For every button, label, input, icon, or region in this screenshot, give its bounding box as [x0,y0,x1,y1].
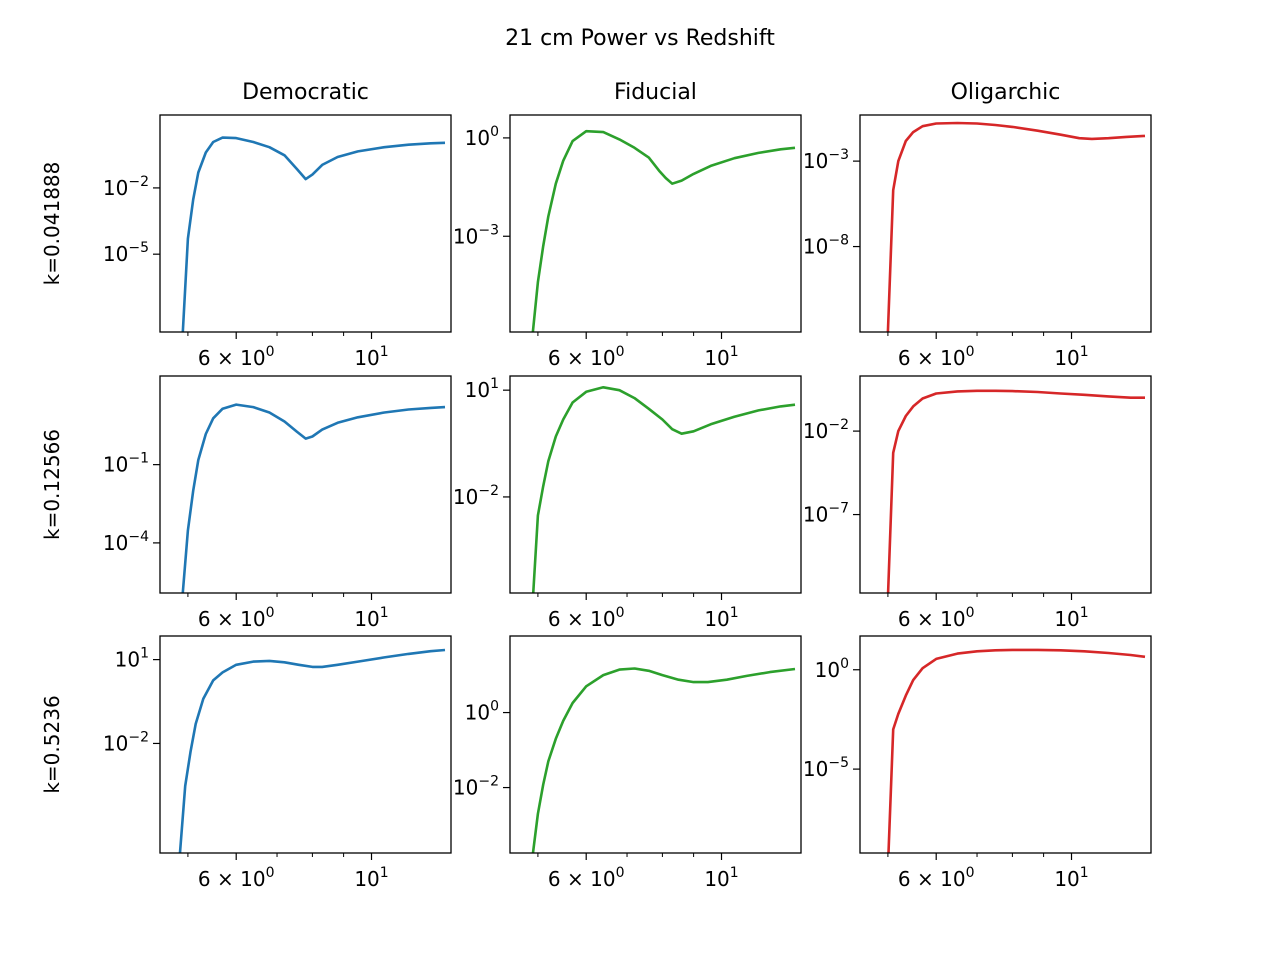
x-tick-label: 6 × 100 [898,605,975,631]
chart-panel: 6 × 100 101 10−3 10−8 [803,114,1152,370]
chart-panel: 6 × 100 101 101 10−2 [103,635,452,891]
column-title: Fiducial [614,80,697,105]
x-tick-label: 6 × 100 [548,605,625,631]
chart-panel: 6 × 100 101 100 10−2 [453,635,802,891]
axes-frame [509,114,802,333]
x-tick-label: 6 × 100 [898,344,975,370]
y-tick-label: 10−3 [453,222,499,248]
axes-frame [159,375,452,594]
y-tick-label: 100 [815,656,849,682]
x-tick-label: 6 × 100 [548,344,625,370]
y-tick-label: 10−5 [103,240,149,266]
row-labels: k=0.041888 k=0.12566 k=0.5236 [40,162,64,794]
x-tick-label: 101 [354,344,388,370]
chart-panel: 6 × 100 101 10−2 10−5 [103,114,452,370]
y-tick-label: 10−3 [803,147,849,173]
x-tick-label: 101 [354,605,388,631]
y-tick-label: 101 [115,646,149,672]
axes-frame [859,635,1152,854]
series-line [531,667,796,853]
y-tick-label: 10−1 [103,451,149,477]
y-tick-label: 100 [465,124,499,150]
chart-panel: 6 × 100 101 100 10−3 [453,114,802,370]
y-tick-label: 10−2 [103,174,149,200]
row-label: k=0.041888 [40,162,64,286]
chart-panel: 6 × 100 101 10−1 10−4 [103,375,452,631]
axes-frame [859,114,1152,333]
x-tick-label: 6 × 100 [198,865,275,891]
x-tick-label: 6 × 100 [548,865,625,891]
x-tick-label: 6 × 100 [198,605,275,631]
row-label: k=0.5236 [40,695,64,793]
column-title: Oligarchic [951,80,1061,105]
y-tick-label: 10−2 [453,483,499,509]
column-titles: Democratic Fiducial Oligarchic [242,80,1060,105]
x-tick-label: 101 [704,865,738,891]
y-tick-label: 10−5 [803,755,849,781]
figure-title: 21 cm Power vs Redshift [505,26,775,51]
axes-frame [859,375,1152,594]
x-tick-label: 101 [1054,605,1088,631]
x-tick-label: 101 [704,344,738,370]
row-label: k=0.12566 [40,429,64,540]
axes-frame [509,635,802,854]
y-tick-label: 10−2 [103,729,149,755]
series-line [886,389,1145,593]
y-tick-label: 10−8 [803,233,849,259]
y-tick-label: 10−7 [803,501,849,527]
chart-panel: 6 × 100 101 101 10−2 [453,375,802,631]
y-tick-label: 10−2 [453,774,499,800]
series-line [887,648,1146,853]
y-tick-label: 100 [465,699,499,725]
chart-panel: 6 × 100 101 100 10−5 [803,635,1152,891]
axes-frame [159,635,452,854]
x-tick-label: 101 [1054,344,1088,370]
series-line [181,403,446,593]
series-line [531,385,796,593]
x-tick-label: 101 [354,865,388,891]
series-line [531,129,796,332]
column-title: Democratic [242,80,369,105]
x-tick-label: 6 × 100 [898,865,975,891]
y-tick-label: 10−4 [103,529,149,555]
x-tick-label: 101 [704,605,738,631]
x-tick-label: 6 × 100 [198,344,275,370]
series-line [886,121,1146,332]
axes-frame [159,114,452,333]
y-tick-label: 101 [465,376,499,402]
axes-frame [509,375,802,594]
y-tick-label: 10−2 [803,417,849,443]
x-tick-label: 101 [1054,865,1088,891]
chart-panel: 6 × 100 101 10−2 10−7 [803,375,1152,631]
series-line [178,648,446,853]
series-line [181,136,446,332]
